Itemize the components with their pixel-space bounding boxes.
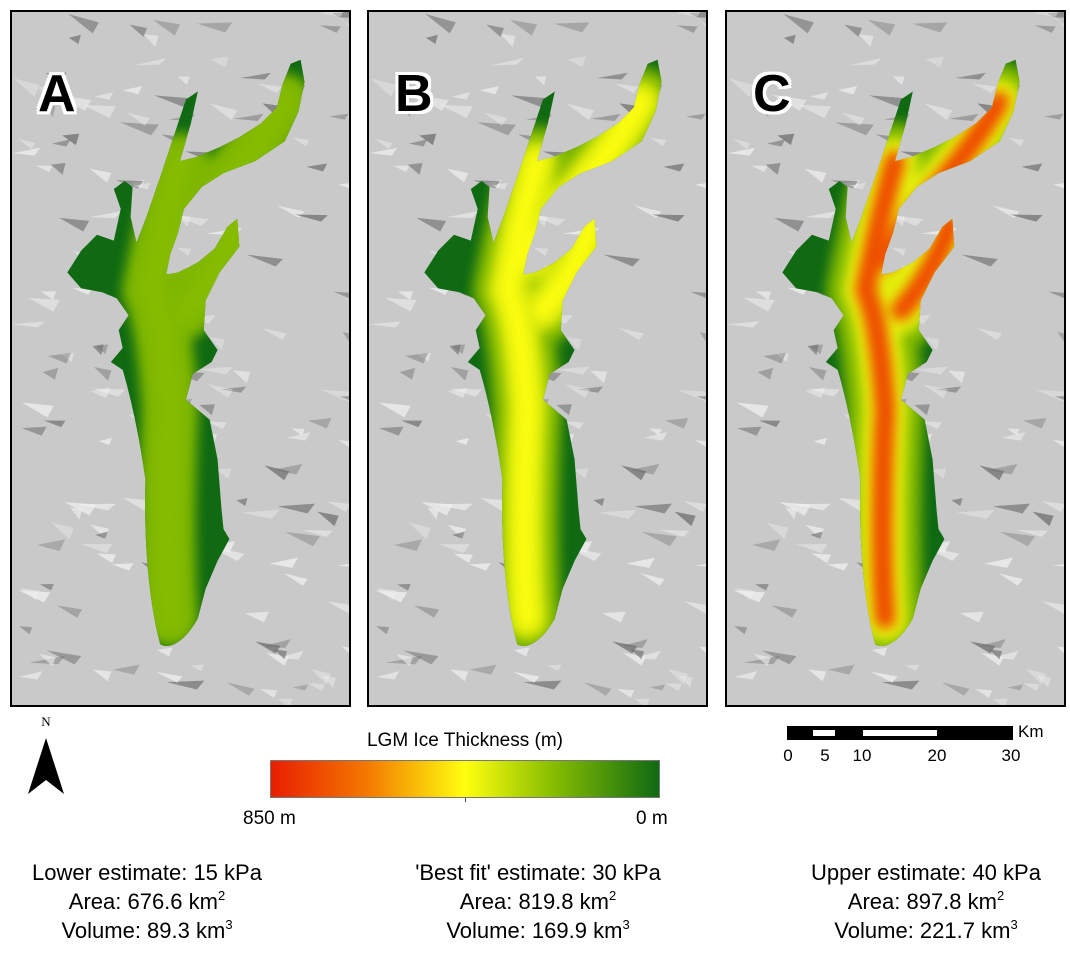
legend-min-label: 0 m	[636, 808, 668, 829]
panel-label-c: C	[753, 65, 791, 123]
scale-label-10: 10	[852, 746, 872, 765]
panel-label-b: B	[395, 65, 433, 123]
legend-color-ramp	[270, 760, 660, 798]
caption-a: Lower estimate: 15 kPa Area: 676.6 km2 V…	[6, 858, 288, 945]
caption-c-volume: Volume: 221.7 km3	[834, 917, 1018, 943]
caption-b-area: Area: 819.8 km2	[459, 888, 617, 914]
north-arrow-icon	[28, 738, 64, 794]
caption-c: Upper estimate: 40 kPa Area: 897.8 km2 V…	[785, 858, 1067, 945]
map-panel-c: C	[725, 10, 1066, 707]
north-arrow: N	[26, 714, 66, 796]
caption-c-estimate: Upper estimate: 40 kPa	[811, 860, 1041, 885]
north-label: N	[41, 714, 51, 729]
scale-bar-unit: Km	[1018, 722, 1044, 741]
caption-b: 'Best fit' estimate: 30 kPa Area: 819.8 …	[383, 858, 693, 945]
scale-label-20: 20	[927, 746, 947, 765]
scale-label-30: 30	[1001, 746, 1021, 765]
scale-label-5: 5	[820, 746, 830, 765]
caption-a-estimate: Lower estimate: 15 kPa	[32, 860, 262, 885]
caption-b-volume: Volume: 169.9 km3	[446, 917, 630, 943]
caption-b-estimate: 'Best fit' estimate: 30 kPa	[415, 860, 661, 885]
map-panel-b: B	[367, 10, 708, 707]
scale-label-0: 0	[783, 746, 793, 765]
ice-thickness-map-c	[727, 12, 1064, 705]
panel-label-a: A	[38, 65, 76, 123]
caption-a-area: Area: 676.6 km2	[68, 888, 226, 914]
map-panel-a: A	[10, 10, 351, 707]
caption-c-area: Area: 897.8 km2	[847, 888, 1005, 914]
legend-title: LGM Ice Thickness (m)	[366, 730, 564, 751]
ice-thickness-map-b	[369, 12, 706, 705]
ice-thickness-map-a	[12, 12, 349, 705]
caption-a-volume: Volume: 89.3 km3	[61, 917, 233, 943]
scale-bar	[787, 726, 1013, 740]
legend-mid-tick	[465, 798, 466, 802]
legend-max-label: 850 m	[243, 808, 296, 829]
